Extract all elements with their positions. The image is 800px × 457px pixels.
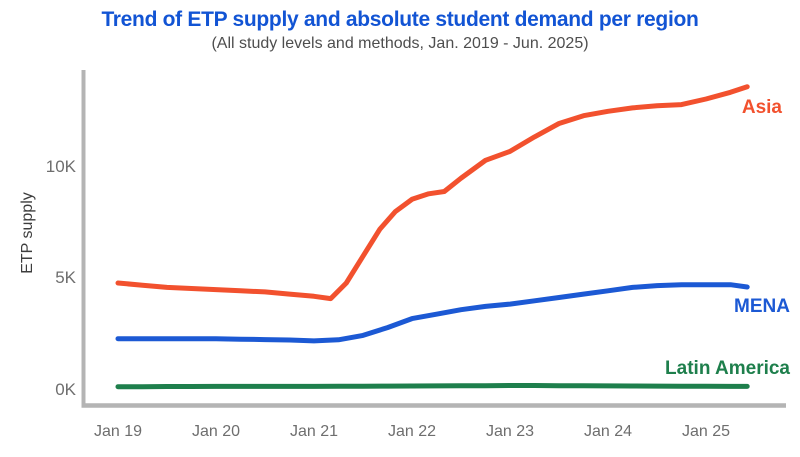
x-tick-jan20: Jan 20 xyxy=(191,423,241,440)
series-label-asia: Asia xyxy=(741,97,782,118)
series-label-latin-america: Latin America xyxy=(665,358,790,379)
chart-title: Trend of ETP supply and absolute student… xyxy=(101,8,699,31)
x-tick-jan22: Jan 22 xyxy=(387,423,437,440)
chart-subtitle: (All study levels and methods, Jan. 2019… xyxy=(211,35,589,52)
y-tick-10k: 10K xyxy=(45,157,76,176)
series-label-mena: MENA xyxy=(734,296,790,317)
x-tick-jan25: Jan 25 xyxy=(681,423,731,440)
line-latin-america xyxy=(115,383,750,390)
x-tick-jan21: Jan 21 xyxy=(289,423,339,440)
x-tick-jan24: Jan 24 xyxy=(583,423,633,440)
y-tick-5k: 5K xyxy=(55,268,76,287)
x-tick-jan19: Jan 19 xyxy=(93,423,143,440)
line-mena xyxy=(115,282,750,344)
y-tick-0k: 0K xyxy=(55,380,76,399)
line-asia xyxy=(115,84,750,302)
x-tick-jan23: Jan 23 xyxy=(485,423,535,440)
